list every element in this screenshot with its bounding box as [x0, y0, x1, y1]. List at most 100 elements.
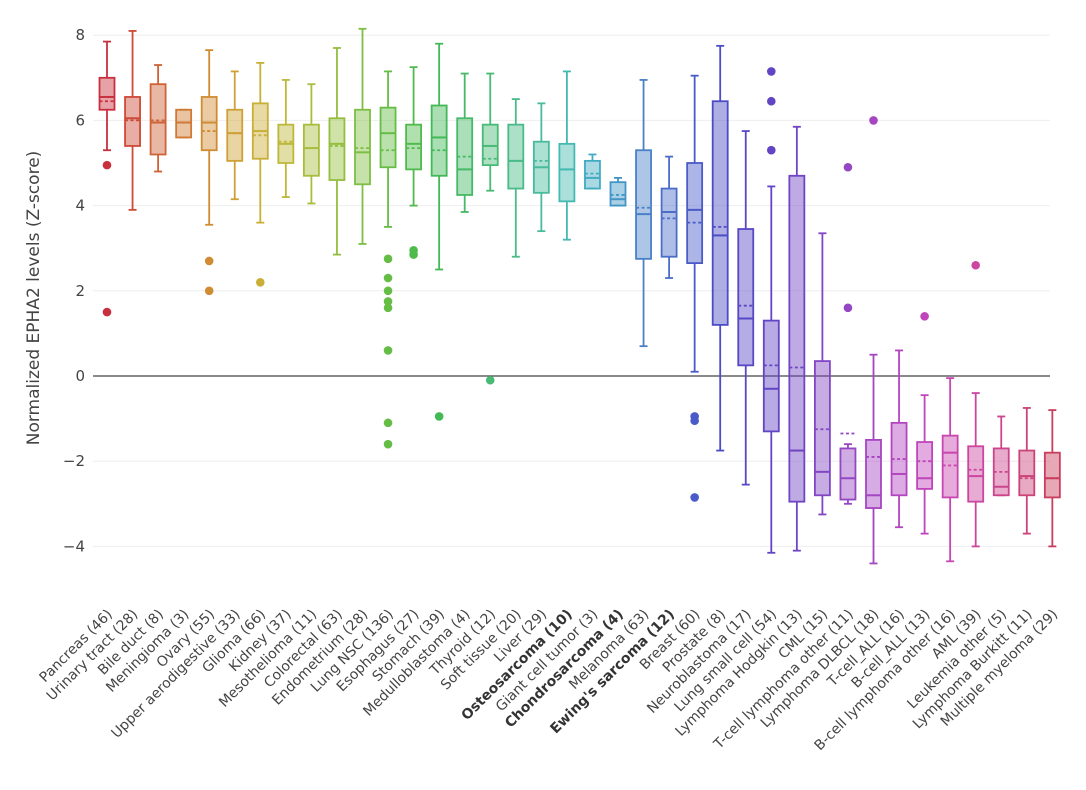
outlier-point	[383, 439, 393, 449]
iqr-box	[354, 108, 371, 186]
box-group[interactable]	[328, 47, 346, 256]
outlier-point	[383, 418, 393, 428]
outlier-point	[690, 493, 699, 502]
box-group[interactable]	[1043, 409, 1061, 548]
outlier-point	[767, 96, 776, 106]
iqr-box	[124, 96, 141, 147]
iqr-box	[660, 187, 678, 258]
iqr-box	[814, 360, 831, 497]
box-group[interactable]	[507, 98, 525, 258]
iqr-box	[865, 438, 882, 509]
iqr-box	[328, 117, 346, 181]
iqr-box	[226, 108, 244, 162]
iqr-box	[149, 83, 167, 156]
outlier-point	[843, 162, 853, 172]
y-tick-label: −2	[63, 452, 85, 470]
box-group[interactable]	[124, 30, 141, 211]
iqr-box	[737, 228, 755, 367]
axis-layer: −4 −2 0 2 4 6 8	[63, 26, 1050, 555]
outlier-point	[383, 273, 393, 283]
iqr-box	[175, 108, 193, 139]
iqr-box	[507, 123, 525, 190]
outlier-point	[204, 256, 214, 266]
outlier-point	[204, 286, 214, 296]
box-group[interactable]	[277, 79, 295, 198]
box-group[interactable]	[890, 349, 908, 529]
iqr-box	[481, 123, 499, 167]
box-group[interactable]	[916, 312, 933, 535]
outlier-point	[383, 346, 393, 355]
box-group[interactable]	[660, 155, 678, 279]
outlier-point	[869, 116, 878, 125]
box-group[interactable]	[762, 67, 780, 554]
iqr-box	[609, 181, 627, 207]
box-group[interactable]	[1018, 407, 1036, 535]
iqr-box	[941, 434, 959, 499]
outlier-point	[690, 416, 699, 426]
outlier-point	[920, 312, 929, 321]
box-group[interactable]	[532, 102, 550, 233]
box-group[interactable]	[354, 27, 371, 245]
box-group[interactable]	[200, 49, 218, 296]
box-group[interactable]	[302, 83, 320, 205]
iqr-box	[635, 149, 652, 260]
outlier-point	[102, 307, 112, 317]
iqr-box	[967, 445, 985, 503]
outlier-point	[409, 250, 418, 259]
iqr-box	[379, 106, 397, 169]
outlier-point	[102, 160, 112, 170]
y-tick-label: 4	[75, 197, 85, 215]
box-group[interactable]	[839, 162, 857, 505]
box-group[interactable]	[941, 377, 959, 563]
box-group[interactable]	[635, 79, 652, 348]
y-tick-label: −4	[63, 537, 85, 555]
box-group[interactable]	[686, 74, 704, 502]
box-group[interactable]	[98, 40, 116, 317]
iqr-box	[762, 319, 780, 433]
box-layer	[98, 27, 1061, 565]
iqr-box	[1018, 449, 1036, 497]
y-tick-label: 8	[75, 26, 85, 44]
iqr-box	[686, 162, 704, 265]
outlier-point	[971, 260, 980, 270]
iqr-box	[405, 123, 423, 171]
box-group[interactable]	[456, 72, 474, 213]
outlier-point	[767, 67, 776, 76]
iqr-box	[302, 123, 320, 177]
iqr-box	[916, 441, 933, 490]
outlier-point	[767, 145, 776, 155]
box-group[interactable]	[149, 64, 167, 173]
outlier-point	[485, 375, 495, 385]
box-group[interactable]	[711, 44, 729, 452]
box-group[interactable]	[379, 70, 397, 449]
y-tick-label: 6	[75, 111, 85, 129]
iqr-box	[200, 96, 218, 152]
iqr-box	[558, 142, 576, 203]
box-group[interactable]	[558, 70, 576, 241]
outlier-point	[383, 297, 393, 306]
iqr-box	[788, 174, 806, 503]
iqr-box	[711, 100, 729, 326]
iqr-box	[1043, 451, 1061, 499]
box-group[interactable]	[584, 153, 601, 190]
box-group[interactable]	[865, 116, 882, 565]
outlier-point	[383, 286, 393, 296]
outlier-point	[383, 303, 393, 313]
box-group[interactable]	[788, 125, 806, 552]
box-group[interactable]	[226, 70, 244, 201]
box-group[interactable]	[967, 260, 985, 548]
box-group[interactable]	[175, 108, 193, 139]
y-axis-label: Normalized EPHA2 levels (Z-score)	[24, 151, 44, 446]
box-group[interactable]	[405, 66, 423, 259]
outlier-point	[434, 412, 444, 421]
box-group[interactable]	[737, 130, 755, 486]
box-group[interactable]	[814, 232, 831, 516]
box-group[interactable]	[251, 61, 269, 287]
box-group[interactable]	[992, 415, 1010, 497]
iqr-box	[430, 104, 448, 177]
box-group[interactable]	[481, 72, 499, 385]
box-group[interactable]	[609, 177, 627, 207]
box-group[interactable]	[430, 42, 448, 421]
